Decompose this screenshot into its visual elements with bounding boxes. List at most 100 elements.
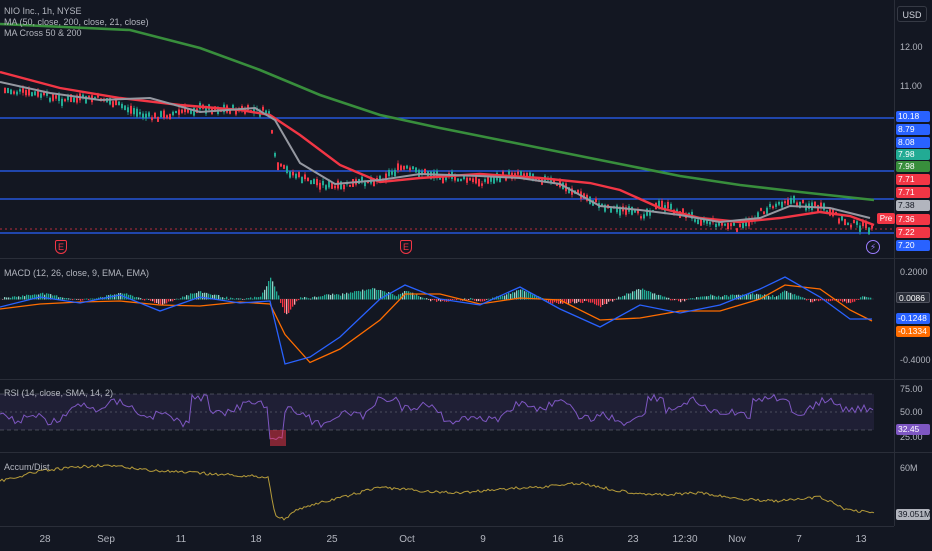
candle-body (49, 97, 51, 102)
candle-body (724, 223, 726, 226)
candle-body (328, 180, 330, 188)
price-scale[interactable]: 12.00 11.00 10.18 8.79 8.08 7.98 7.98 7.… (894, 0, 932, 258)
rsi-pane[interactable]: RSI (14, close, SMA, 14, 2) 75.00 50.00 … (0, 380, 932, 452)
macd-histogram-bar (664, 296, 666, 300)
macd-histogram-bar (454, 299, 456, 300)
macd-histogram-bar (678, 299, 680, 302)
price-pane[interactable]: NIO Inc., 1h, NYSE MA (50, close, 200, c… (0, 0, 932, 258)
rsi-chart-canvas[interactable] (0, 380, 894, 452)
macd-histogram-bar (598, 299, 600, 306)
candle-body (784, 201, 786, 204)
macd-histogram-bar (148, 299, 150, 300)
candle-body (280, 163, 282, 167)
macd-histogram-bar (622, 296, 624, 300)
macd-histogram-bar (340, 295, 342, 300)
macd-histogram-bar (234, 298, 236, 300)
macd-histogram-bar (766, 294, 768, 300)
macd-histogram-bar (660, 295, 662, 300)
rsi-scale[interactable]: 75.00 50.00 25.00 32.45 (894, 380, 932, 452)
macd-histogram-bar (728, 296, 730, 300)
macd-histogram-bar (296, 299, 298, 302)
macd-histogram-bar (344, 294, 346, 300)
macd-histogram-bar (282, 299, 284, 308)
macd-histogram-bar (658, 294, 660, 300)
candle-body (109, 98, 111, 105)
pane-divider[interactable] (0, 379, 932, 380)
candle-body (709, 221, 711, 225)
macd-histogram-bar (114, 294, 116, 300)
accum-dist-chart-canvas[interactable] (0, 453, 894, 526)
accum-dist-legend[interactable]: Accum/Dist (4, 462, 50, 472)
time-axis[interactable]: 28 Sep 11 18 25 Oct 9 16 23 12:30 Nov 7 … (0, 526, 894, 551)
macd-histogram-bar (96, 298, 98, 300)
earnings-icon[interactable]: E (55, 240, 67, 254)
macd-histogram-bar (72, 299, 74, 301)
candle-body (400, 165, 402, 171)
macd-histogram-bar (228, 299, 230, 300)
pane-divider[interactable] (0, 452, 932, 453)
macd-histogram-bar (314, 296, 316, 300)
candle-body (850, 224, 852, 228)
macd-histogram-bar (116, 294, 118, 300)
symbol-title[interactable]: NIO Inc., 1h, NYSE (4, 6, 82, 16)
macd-histogram-bar (380, 290, 382, 300)
candle-body (388, 169, 390, 177)
candle-body (70, 94, 72, 103)
macd-histogram-bar (150, 299, 152, 301)
macd-histogram-bar (456, 299, 458, 301)
macd-histogram-bar (396, 296, 398, 300)
macd-pane[interactable]: MACD (12, 26, close, 9, EMA, EMA) 0.2000… (0, 259, 932, 379)
macd-histogram-bar (98, 297, 100, 300)
currency-button[interactable]: USD (897, 6, 927, 22)
macd-histogram-bar (88, 299, 90, 301)
macd-histogram-bar (312, 297, 314, 300)
accum-dist-pane[interactable]: Accum/Dist 60M 39.051M (0, 453, 932, 526)
macd-legend[interactable]: MACD (12, 26, close, 9, EMA, EMA) (4, 268, 150, 278)
candle-body (517, 171, 519, 175)
macd-histogram-bar (334, 294, 336, 300)
macd-histogram-bar (800, 296, 802, 300)
macd-histogram-bar (170, 299, 172, 302)
macd-histogram-bar (620, 297, 622, 300)
macd-histogram-bar (752, 293, 754, 300)
candle-body (133, 108, 135, 115)
macd-histogram-bar (632, 291, 634, 300)
macd-histogram-bar (76, 299, 78, 300)
candle-body (148, 112, 150, 117)
macd-histogram-bar (366, 289, 368, 300)
candle-body (481, 183, 483, 186)
candle-body (694, 219, 696, 222)
accum-dist-scale[interactable]: 60M 39.051M (894, 453, 932, 526)
macd-histogram-bar (464, 298, 466, 300)
dividend-bolt-icon[interactable]: ⚡ (866, 240, 880, 254)
macd-histogram-bar (112, 294, 114, 300)
macd-histogram-bar (136, 296, 138, 300)
candle-body (661, 200, 663, 209)
macd-histogram-bar (794, 294, 796, 300)
candle-body (394, 169, 396, 177)
rsi-legend[interactable]: RSI (14, close, SMA, 14, 2) (4, 388, 114, 398)
candle-body (799, 201, 801, 209)
macd-histogram-bar (686, 299, 688, 300)
earnings-icon[interactable]: E (400, 240, 412, 254)
price-tag-hline: 10.18 (896, 111, 930, 122)
candle-body (595, 198, 597, 203)
candle-body (871, 225, 873, 229)
macd-histogram-bar (768, 295, 770, 300)
macd-histogram-bar (472, 298, 474, 300)
pane-divider[interactable] (0, 258, 932, 259)
price-chart-canvas[interactable] (0, 0, 894, 258)
candle-body (760, 208, 762, 211)
macd-scale[interactable]: 0.2000 0.0086 -0.1248 -0.1334 -0.4000 (894, 259, 932, 379)
ma-cross-legend[interactable]: MA Cross 50 & 200 (4, 28, 82, 38)
premarket-badge[interactable]: Pre (877, 213, 895, 224)
macd-histogram-bar (868, 297, 870, 300)
macd-histogram-bar (586, 299, 588, 302)
candle-body (865, 221, 867, 229)
macd-histogram-bar (778, 295, 780, 300)
macd-chart-canvas[interactable] (0, 259, 894, 379)
candle-body (793, 195, 795, 203)
macd-histogram-bar (712, 295, 714, 300)
macd-histogram-bar (364, 290, 366, 300)
ma-legend[interactable]: MA (50, close, 200, close, 21, close) (4, 17, 149, 27)
